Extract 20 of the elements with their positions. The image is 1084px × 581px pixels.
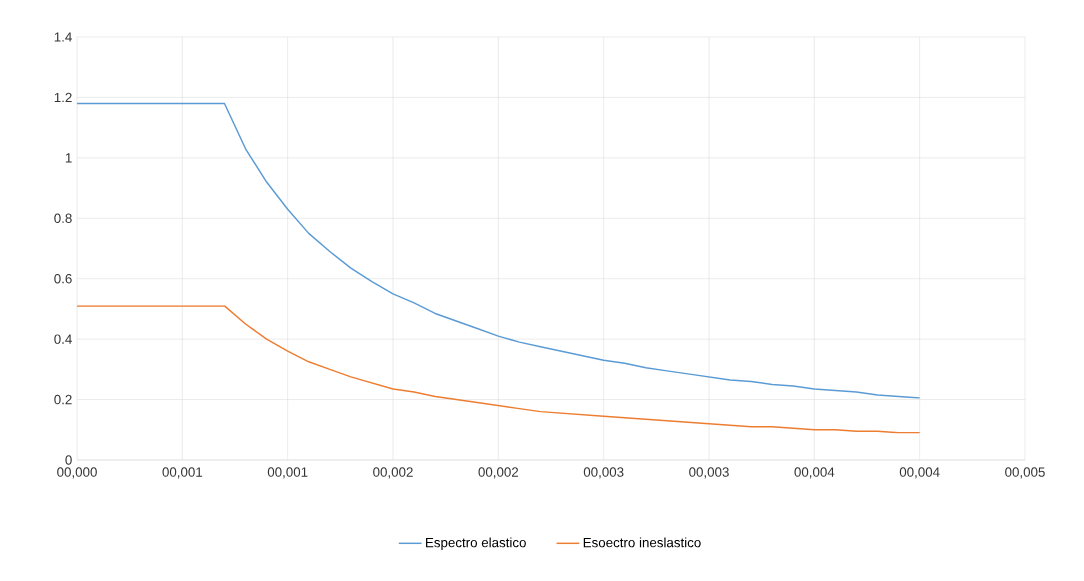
x-tick-label: 00,001 (267, 467, 308, 479)
y-tick-label: 1 (65, 153, 72, 163)
legend-label: Esoectro ineslastico (583, 537, 701, 548)
x-tick-label: 00,001 (162, 467, 203, 479)
x-tick-label: 00,004 (794, 467, 835, 479)
y-tick-label: 0.6 (54, 273, 72, 284)
y-tick-label: 0.8 (54, 213, 72, 223)
x-tick-label: 00,002 (478, 467, 519, 479)
x-tick-label: 00,003 (583, 467, 624, 479)
x-tick-label: 00,002 (373, 467, 413, 479)
x-tick-label: 00,003 (689, 467, 729, 479)
x-tick-label: 00,000 (57, 467, 97, 479)
y-tick-label: 1.4 (54, 32, 72, 42)
x-tick-label: 00,005 (1005, 467, 1045, 479)
legend-label: Espectro elastico (426, 537, 526, 550)
y-tick-label: 1.2 (54, 92, 72, 103)
y-tick-label: 0 (65, 455, 72, 465)
x-tick-label: 00,004 (899, 467, 940, 479)
y-tick-label: 0.4 (54, 334, 72, 344)
y-tick-label: 0.2 (54, 394, 72, 405)
